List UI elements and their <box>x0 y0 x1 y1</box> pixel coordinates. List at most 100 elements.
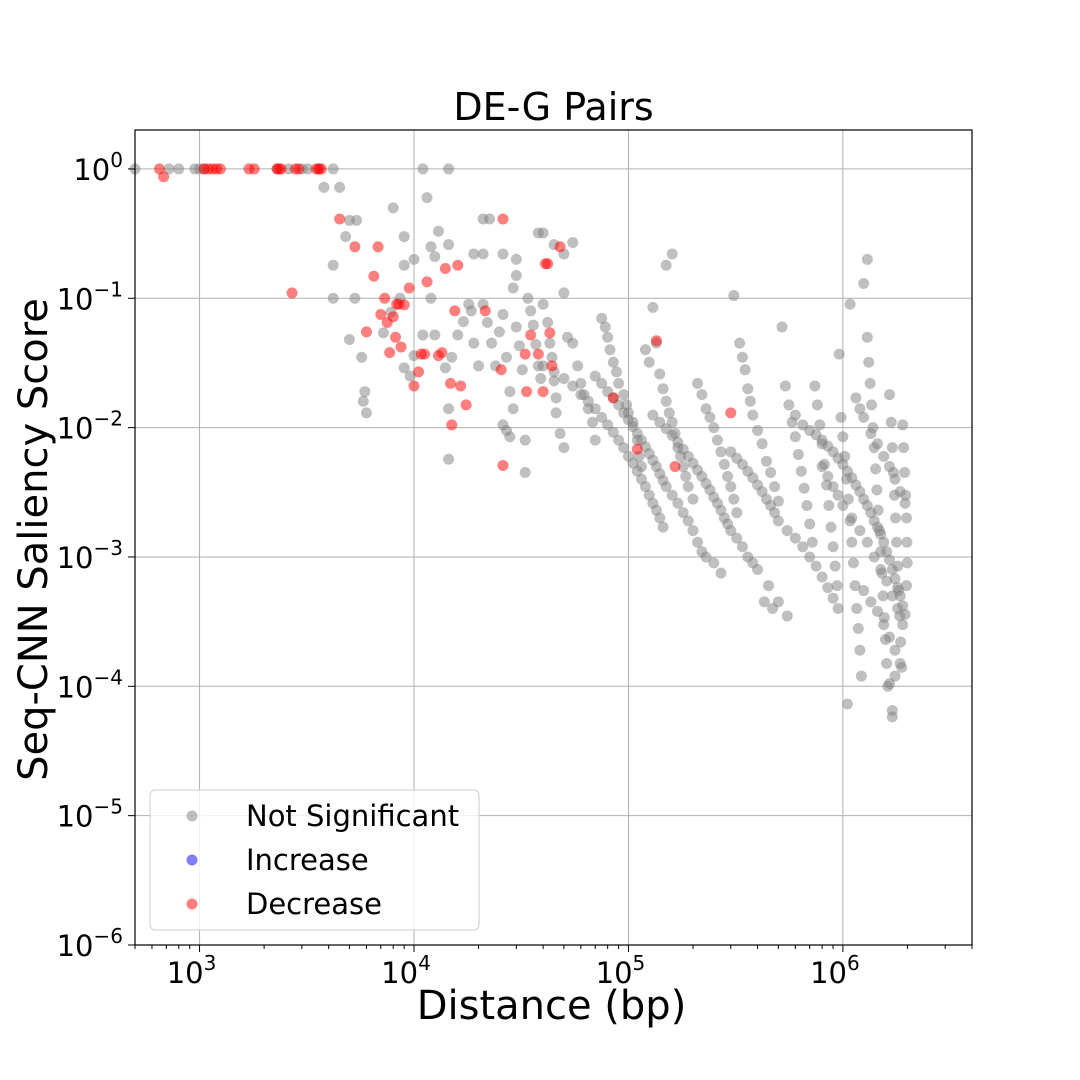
point-decrease <box>413 366 425 378</box>
point-decrease <box>248 163 260 175</box>
y-tick-exponent: −6 <box>94 924 123 948</box>
point-not-significant <box>443 453 455 465</box>
point-decrease <box>542 258 554 270</box>
point-not-significant <box>871 438 883 450</box>
point-not-significant <box>432 225 444 237</box>
data-points <box>129 163 913 723</box>
point-not-significant <box>708 422 720 434</box>
point-not-significant <box>728 493 740 505</box>
point-not-significant <box>513 340 525 352</box>
point-not-significant <box>327 163 339 175</box>
point-not-significant <box>899 466 911 478</box>
y-tick-exponent: −1 <box>94 277 123 301</box>
point-not-significant <box>889 473 901 485</box>
point-not-significant <box>901 580 913 592</box>
point-not-significant <box>877 590 889 602</box>
point-not-significant <box>567 380 579 392</box>
point-not-significant <box>567 236 579 248</box>
point-not-significant <box>558 287 570 299</box>
point-decrease <box>445 377 457 389</box>
point-not-significant <box>639 481 651 493</box>
point-decrease <box>479 305 491 317</box>
point-not-significant <box>868 551 880 563</box>
point-not-significant <box>465 305 477 317</box>
point-not-significant <box>891 536 903 548</box>
point-not-significant <box>822 582 834 594</box>
point-not-significant <box>618 442 630 454</box>
y-tick-base: 10 <box>57 800 94 834</box>
point-not-significant <box>516 364 528 376</box>
point-decrease <box>421 276 433 288</box>
point-not-significant <box>360 407 372 419</box>
point-not-significant <box>744 395 756 407</box>
point-not-significant <box>865 428 877 440</box>
x-tick-exponent: 6 <box>847 951 860 975</box>
point-not-significant <box>558 442 570 454</box>
point-not-significant <box>789 532 801 544</box>
point-not-significant <box>851 602 863 614</box>
point-not-significant <box>858 411 870 423</box>
point-not-significant <box>884 631 896 643</box>
x-tick-exponent: 4 <box>418 951 431 975</box>
point-not-significant <box>849 580 861 592</box>
legend-marker-decrease <box>186 898 198 910</box>
point-not-significant <box>654 512 666 524</box>
point-not-significant <box>865 507 877 519</box>
point-not-significant <box>504 386 516 398</box>
x-tick-base: 10 <box>381 956 418 990</box>
point-not-significant <box>861 253 873 265</box>
point-not-significant <box>602 331 614 343</box>
point-not-significant <box>827 592 839 604</box>
point-not-significant <box>798 482 810 494</box>
point-not-significant <box>901 557 913 569</box>
point-not-significant <box>481 316 493 328</box>
point-not-significant <box>870 463 882 475</box>
point-not-significant <box>886 590 898 602</box>
point-not-significant <box>832 602 844 614</box>
point-not-significant <box>881 575 893 587</box>
point-not-significant <box>854 644 866 656</box>
point-not-significant <box>835 411 847 423</box>
point-not-significant <box>895 636 907 648</box>
point-not-significant <box>884 389 896 401</box>
point-not-significant <box>654 368 666 380</box>
point-not-significant <box>837 499 849 511</box>
point-not-significant <box>731 532 743 544</box>
point-decrease <box>403 282 415 294</box>
point-not-significant <box>827 481 839 493</box>
x-tick-exponent: 5 <box>633 951 646 975</box>
point-decrease <box>455 380 467 392</box>
point-not-significant <box>831 580 843 592</box>
point-not-significant <box>878 619 890 631</box>
chart-title: DE-G Pairs <box>453 85 653 129</box>
point-not-significant <box>734 337 746 349</box>
point-not-significant <box>607 426 619 438</box>
point-not-significant <box>377 327 389 339</box>
point-not-significant <box>884 461 896 473</box>
point-not-significant <box>457 316 469 328</box>
point-not-significant <box>894 658 906 670</box>
point-not-significant <box>639 344 651 356</box>
point-not-significant <box>643 356 655 368</box>
legend-label-decrease: Decrease <box>246 887 382 921</box>
point-not-significant <box>742 383 754 395</box>
point-not-significant <box>387 202 399 214</box>
point-decrease <box>554 241 566 253</box>
point-not-significant <box>618 389 630 401</box>
point-decrease <box>286 287 298 299</box>
point-decrease <box>446 419 458 431</box>
point-not-significant <box>677 507 689 519</box>
point-decrease <box>449 305 461 317</box>
point-decrease <box>631 443 643 455</box>
grid <box>135 130 972 945</box>
point-not-significant <box>871 484 883 496</box>
point-not-significant <box>660 259 672 271</box>
point-not-significant <box>589 370 601 382</box>
point-not-significant <box>535 372 547 384</box>
point-not-significant <box>501 351 513 363</box>
point-decrease <box>275 163 287 175</box>
y-tick-base: 10 <box>73 153 110 187</box>
point-not-significant <box>844 298 856 310</box>
point-not-significant <box>894 486 906 498</box>
point-not-significant <box>878 450 890 462</box>
